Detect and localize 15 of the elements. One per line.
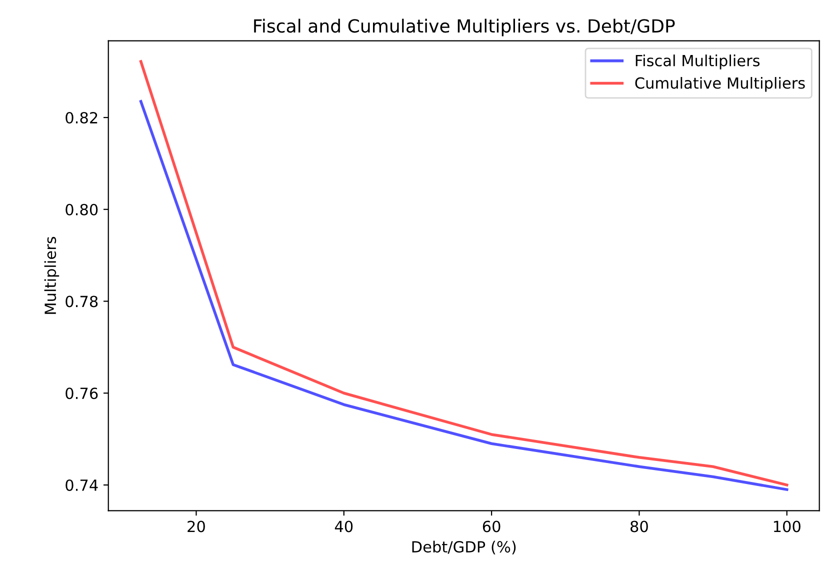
y-axis-title: Multipliers bbox=[44, 236, 60, 314]
x-tick-label: 100 bbox=[774, 520, 800, 532]
y-tick-label: 0.80 bbox=[66, 204, 98, 216]
legend-label: Cumulative Multipliers bbox=[635, 76, 805, 92]
y-tick-label: 0.82 bbox=[66, 112, 98, 124]
y-tick-label: 0.78 bbox=[66, 296, 98, 308]
x-tick-label: 20 bbox=[188, 520, 205, 532]
legend-label: Fiscal Multipliers bbox=[636, 54, 760, 70]
x-axis-title: Debt/GDP (%) bbox=[412, 540, 516, 554]
x-tick-label: 60 bbox=[482, 520, 500, 532]
y-tick-label: 0.76 bbox=[66, 388, 98, 400]
x-tick-label: 40 bbox=[334, 520, 353, 532]
chart-title: Fiscal and Cumulative Multipliers vs. Debt/GDP bbox=[254, 18, 675, 36]
y-tick-label: 0.74 bbox=[66, 479, 98, 492]
x-tick-label: 80 bbox=[630, 520, 648, 532]
